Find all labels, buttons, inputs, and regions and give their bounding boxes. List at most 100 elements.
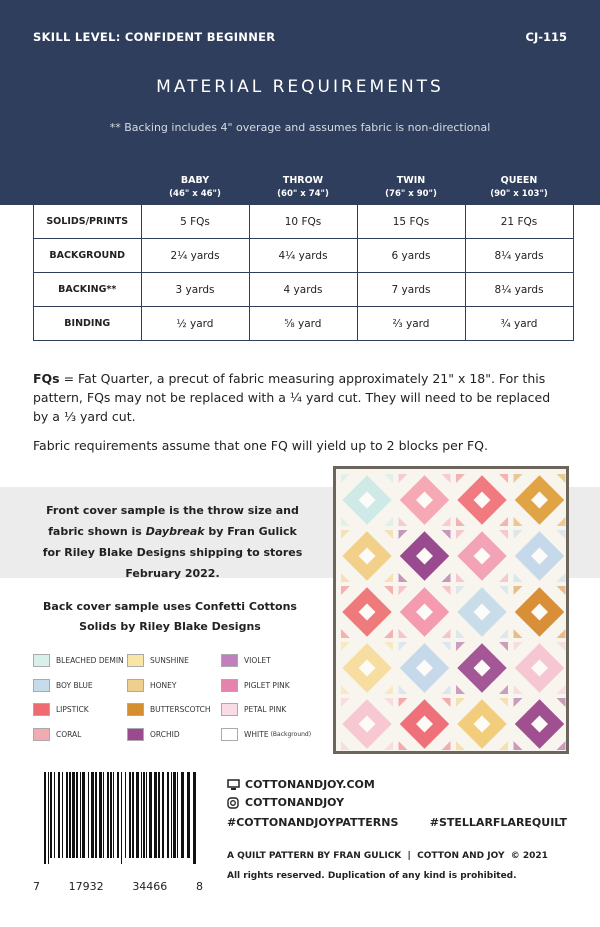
hashtag[interactable]: #COTTONANDJOYPATTERNS — [227, 816, 399, 829]
swatch-color — [33, 654, 50, 667]
quilt-block — [341, 474, 393, 526]
petal — [399, 655, 426, 681]
bar — [132, 772, 134, 858]
quilt-block — [456, 474, 508, 526]
swatch-color — [221, 678, 238, 692]
petal — [514, 487, 541, 513]
instagram-link[interactable]: COTTONANDJOY — [245, 796, 345, 809]
byline-text: A QUILT PATTERN BY FRAN GULICK — [227, 851, 402, 861]
column-size: (90" x 103") — [490, 189, 548, 199]
bar — [91, 772, 94, 858]
bar — [82, 772, 85, 858]
bar — [177, 772, 178, 858]
quilt-block — [398, 530, 451, 582]
swatch-name: PETAL PINK — [244, 705, 287, 714]
barcode — [44, 772, 196, 864]
column-header: THROW (60" x 74") — [248, 170, 358, 205]
petal — [399, 711, 426, 737]
barcode-digit: 7 — [33, 880, 40, 893]
corner — [341, 573, 350, 582]
petal — [399, 487, 426, 513]
petal-center — [358, 715, 376, 733]
swatch: PIGLET PINK — [221, 678, 290, 692]
swatch: BLEACHED DEMIN — [33, 654, 124, 667]
swatch-name: ORCHID — [150, 729, 180, 739]
table-cell: 7 yards — [356, 272, 466, 307]
corner — [456, 629, 465, 638]
corner — [513, 586, 523, 595]
corner — [341, 530, 350, 539]
swatch-color — [33, 678, 50, 692]
petal-center — [531, 547, 548, 565]
petal-center — [473, 659, 491, 677]
swatch-name: LIPSTICK — [56, 705, 89, 714]
table-cell: 4 yards — [248, 272, 358, 307]
bar — [72, 772, 75, 858]
corner — [341, 474, 350, 483]
swatch-name: VIOLET — [244, 656, 271, 665]
petal — [342, 711, 368, 737]
corner — [499, 573, 508, 582]
corner — [499, 741, 508, 750]
corner — [556, 474, 566, 483]
petal — [342, 655, 368, 681]
petal — [342, 599, 368, 625]
quilt-block — [341, 642, 393, 694]
corner — [398, 642, 408, 651]
quilt-block — [456, 642, 508, 694]
swatch-name: BUTTERSCOTCH — [150, 705, 211, 714]
petal-center — [473, 547, 491, 565]
corner — [384, 629, 393, 638]
petal-center — [416, 547, 433, 565]
barcode-digits: 7 17932 34466 8 — [33, 880, 203, 893]
swatch-name: WHITE — [244, 729, 269, 739]
copyright: © 2021 — [510, 851, 548, 861]
barcode-digit: 34466 — [132, 880, 168, 893]
swatch: VIOLET — [221, 654, 271, 667]
petal — [514, 655, 541, 681]
corner — [441, 517, 451, 526]
bar — [129, 772, 131, 858]
quilt-block — [341, 530, 393, 582]
quilt-block — [341, 586, 393, 638]
corner — [341, 642, 350, 651]
quilt-block — [513, 698, 566, 750]
hashtag[interactable]: #STELLARFLAREQUILT — [429, 816, 567, 829]
corner — [441, 573, 451, 582]
bar — [187, 772, 190, 858]
corner — [441, 474, 451, 483]
swatch: LIPSTICK — [33, 703, 89, 716]
byline: A QUILT PATTERN BY FRAN GULICK | COTTON … — [227, 851, 548, 861]
corner — [456, 586, 465, 595]
table-cell: 8¼ yards — [464, 238, 574, 273]
bar — [110, 772, 112, 858]
bar — [66, 772, 68, 858]
corner — [441, 642, 451, 651]
swatch-color — [33, 703, 50, 716]
bar — [95, 772, 97, 858]
bar — [80, 772, 81, 858]
swatch-color — [127, 678, 144, 692]
sample-after: by Fran Gulick for Riley Blake Designs s… — [42, 525, 303, 580]
corner — [398, 586, 408, 595]
row-label: BINDING — [33, 306, 142, 341]
bar — [107, 772, 109, 858]
bar — [149, 772, 152, 858]
corner — [384, 741, 393, 750]
swatch: WHITE (Background) — [221, 727, 311, 741]
table-cell: 3 yards — [140, 272, 250, 307]
sample-before: Front cover sample is the throw size and… — [46, 504, 299, 538]
rights: All rights reserved. Duplication of any … — [227, 871, 517, 881]
swatch-name: BLEACHED DEMIN — [56, 656, 124, 665]
corner — [384, 698, 393, 707]
swatch: PETAL PINK — [221, 703, 286, 716]
title: MATERIAL REQUIREMENTS — [156, 77, 444, 97]
table-cell: 4¼ yards — [248, 238, 358, 273]
bar — [125, 772, 126, 858]
website-link[interactable]: COTTONANDJOY.COM — [245, 778, 375, 791]
corner — [499, 530, 508, 539]
bar — [193, 772, 196, 864]
corner — [499, 586, 508, 595]
corner — [556, 642, 566, 651]
quilt-block — [513, 642, 566, 694]
